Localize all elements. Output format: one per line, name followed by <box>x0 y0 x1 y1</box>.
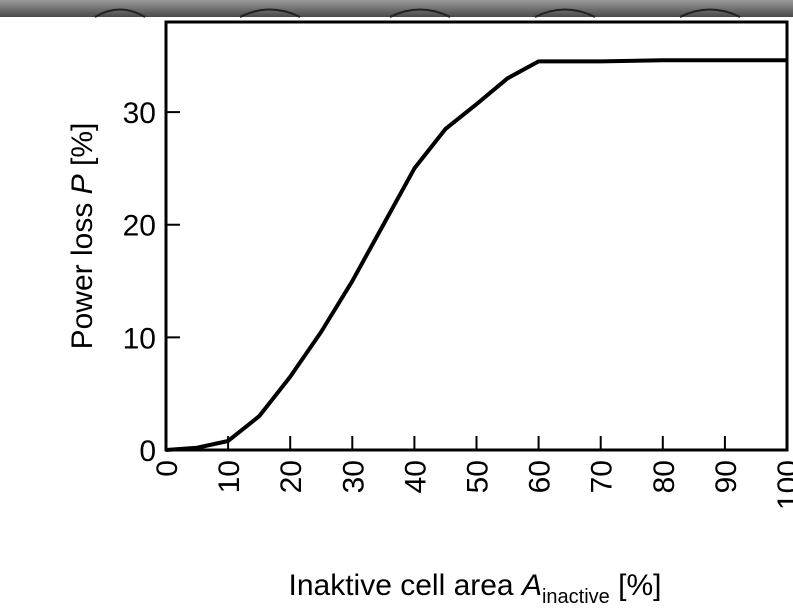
x-label-text: Inaktive cell area <box>289 569 514 602</box>
y-tick-label: 0 <box>139 435 156 468</box>
x-label-unit: [%] <box>618 569 661 602</box>
x-axis-label: Inaktive cell area Ainactive [%] <box>289 569 662 610</box>
x-tick-label: 0 <box>151 460 184 477</box>
x-tick-label: 40 <box>399 460 432 493</box>
x-tick-label: 30 <box>337 460 370 493</box>
x-tick-label: 60 <box>524 460 557 493</box>
x-label-symbol: A <box>520 569 542 602</box>
header-strip <box>0 0 793 17</box>
x-tick-label: 70 <box>586 460 619 493</box>
y-axis-label: Power loss P [%] <box>66 123 99 350</box>
x-tick-label: 50 <box>462 460 495 493</box>
data-line <box>165 58 787 452</box>
x-tick-label: 20 <box>275 460 308 493</box>
strip-decoration <box>94 8 741 18</box>
y-tick-label: 10 <box>123 322 156 355</box>
x-tick-label: 90 <box>710 460 743 493</box>
y-label-symbol: P <box>66 174 99 194</box>
x-tick-label: 100 <box>772 460 793 510</box>
x-tick-label: 10 <box>213 460 246 493</box>
y-label-unit: [%] <box>66 123 99 166</box>
x-tick-label: 80 <box>648 460 681 493</box>
x-label-subscript: inactive <box>542 586 610 608</box>
y-label-text: Power loss <box>66 203 99 350</box>
plot-frame <box>164 20 789 452</box>
y-tick-label: 30 <box>123 97 156 130</box>
y-tick-label: 20 <box>123 210 156 243</box>
